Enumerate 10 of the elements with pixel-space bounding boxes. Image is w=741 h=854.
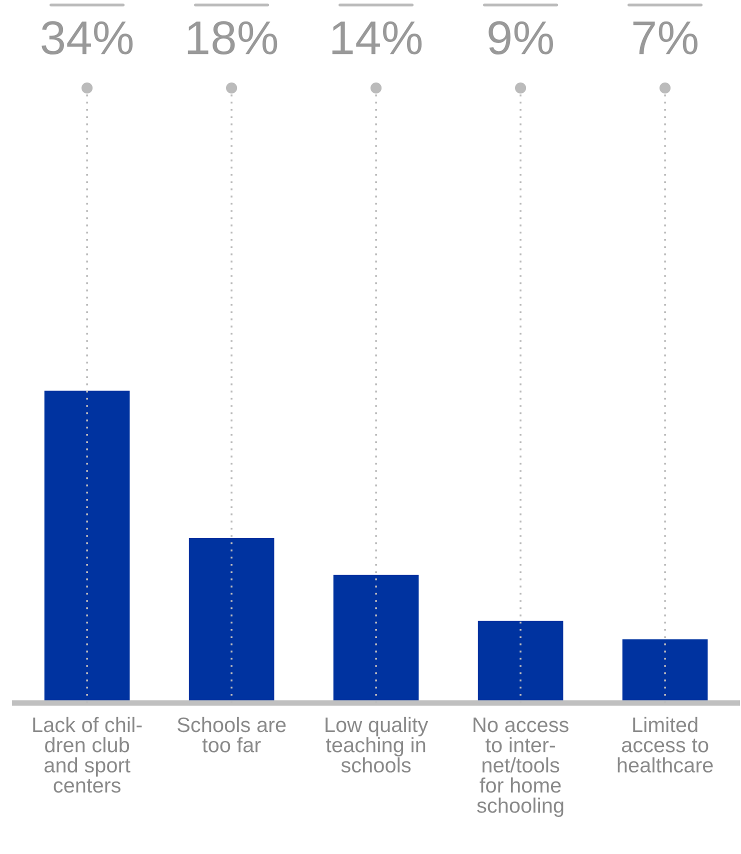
data-label: 14% — [332, 21, 422, 54]
data-label: 7% — [633, 21, 698, 54]
data-label: 18% — [188, 21, 278, 55]
x-tick-label: Low quality teaching in schools — [326, 716, 428, 773]
x-tick-label: Limited access to healthcare — [618, 716, 713, 773]
data-label: 9% — [488, 21, 553, 55]
x-tick-label: Schools are too far — [178, 716, 286, 752]
x-tick-label: No access to inter- net/tools for home schooling — [474, 718, 568, 818]
data-label: 34% — [42, 21, 133, 55]
x-tick-label: Lack of chil- dren club and sport centers — [33, 716, 142, 793]
